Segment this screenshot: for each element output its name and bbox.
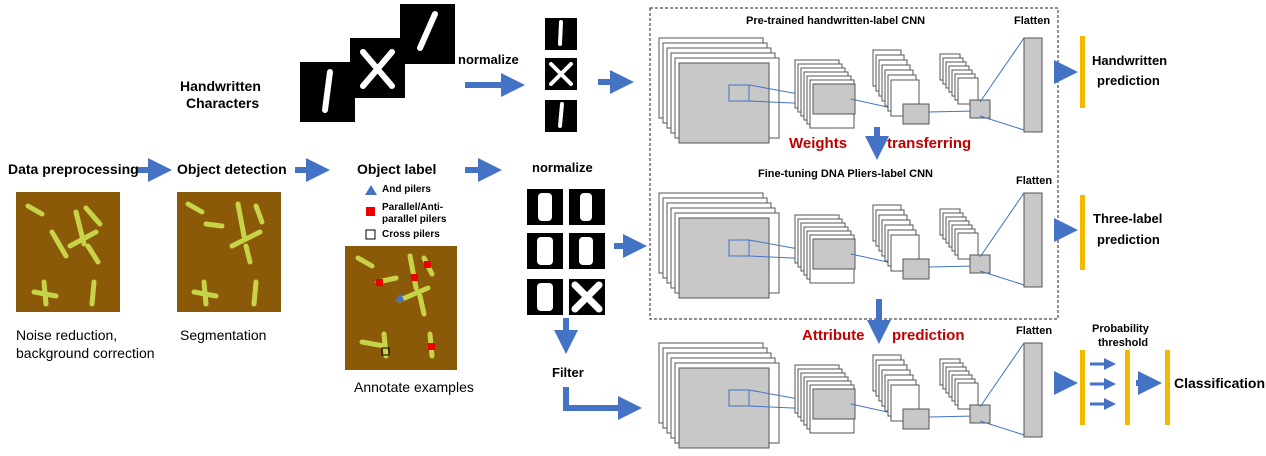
flatten-2: Flatten [1016,175,1053,187]
handwritten-tiles [300,4,455,122]
probability-label-1: Probability [1092,323,1149,335]
legend-and-pilers: And pilers [382,184,431,195]
image-panel-segmentation [177,192,281,312]
caption-annotate-examples: Annotate examples [354,379,474,395]
flatten-1: Flatten [1014,15,1051,27]
legend-parallel-2: parallel pilers [382,214,447,225]
caption-background-correction: background correction [16,345,155,361]
classification-label: Classification [1174,375,1266,391]
transfer-region-box [649,7,1059,320]
legend-cross-pilers: Cross pilers [382,229,440,240]
attribute-label: Attribute [802,327,865,344]
normalized-pliers-thumbs [527,189,605,315]
flow-arrows [137,60,1162,420]
normalize-top: normalize [458,52,519,67]
image-panel-preprocessing [16,192,120,312]
caption-segmentation: Segmentation [180,327,267,343]
three-label-prediction-2: prediction [1097,232,1160,247]
threshold-arrows [1090,358,1116,410]
legend-triangle-icon [365,185,377,195]
handwritten-label-2: Characters [186,95,260,111]
legend-red-square-icon [366,207,375,216]
stage-data-preprocessing: Data preprocessing [8,161,139,177]
stage-object-label: Object label [357,161,437,177]
stage-object-detection: Object detection [177,161,287,177]
cnn1-title: Pre-trained handwritten-label CNN [746,15,926,27]
caption-noise-reduction: Noise reduction, [16,327,118,343]
three-label-prediction-1: Three-label [1093,211,1163,226]
legend-parallel-1: Parallel/Anti- [382,202,444,213]
legend-cross-square-icon [365,229,376,240]
cnn-classifier [658,342,1043,449]
flatten-3: Flatten [1016,325,1053,337]
handwritten-prediction-1: Handwritten [1092,53,1168,68]
handwritten-prediction-2: prediction [1097,73,1160,88]
filter-label: Filter [552,365,584,380]
transferring-label: transferring [887,135,972,152]
cnn-pretrained [658,37,1043,144]
probability-label-2: threshold [1098,337,1149,349]
image-panel-annotate [345,246,457,370]
normalize-bottom: normalize [532,160,593,175]
output-bars [1080,36,1170,425]
handwritten-label-1: Handwritten [180,78,261,94]
weights-label: Weights [789,135,848,152]
prediction-label: prediction [892,327,965,344]
cnn2-title: Fine-tuning DNA Pliers-label CNN [758,168,933,180]
cnn-finetuning [658,192,1043,299]
normalized-handwritten-thumbs [545,18,577,132]
